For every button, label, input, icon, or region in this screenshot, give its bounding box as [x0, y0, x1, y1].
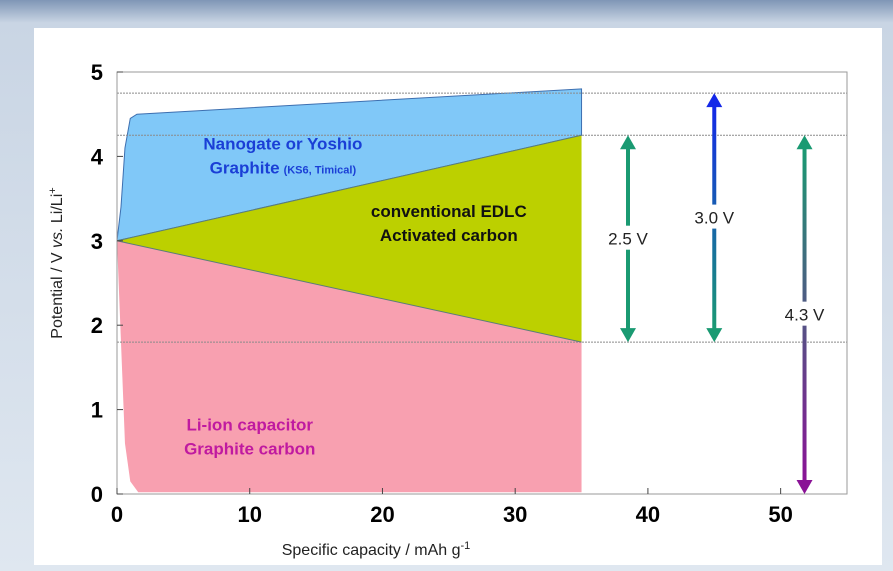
voltage-arrow-1: 3.0 V — [690, 93, 739, 343]
y-tick-label-5: 5 — [91, 60, 103, 85]
voltage-label: 2.5 V — [608, 230, 648, 249]
arrow-head-up — [620, 135, 636, 150]
region-label-0: Nanogate or Yoshio Graphite (KS6, Timical) — [203, 135, 362, 178]
voltage-label-bg — [690, 204, 739, 229]
arrow-head-up — [706, 93, 723, 108]
y-axis-label: Potential / V vs. Li/Li+ — [47, 187, 66, 338]
region-label-line: Li-ion capacitor — [186, 416, 313, 435]
x-tick-label-1: 10 — [237, 502, 261, 527]
x-axis-label-text: Specific capacity / mAh g — [282, 542, 461, 559]
voltage-arrow-2: 4.3 V — [780, 135, 829, 494]
y-tick-label-0: 0 — [91, 482, 103, 507]
region-label-line: Graphite — [210, 159, 280, 178]
voltage-label: 3.0 V — [694, 209, 734, 228]
y-axis-label-pre: Potential / V — [49, 248, 66, 339]
y-tick-label-4: 4 — [91, 144, 104, 169]
region-label-line: conventional EDLC — [371, 202, 527, 221]
y-tick-label-2: 2 — [91, 313, 103, 338]
y-tick-label-3: 3 — [91, 229, 103, 254]
region-label-line: Nanogate or Yoshio — [203, 135, 362, 154]
region-2 — [117, 240, 582, 493]
region-0 — [116, 88, 583, 242]
y-axis-label-vs: vs. — [49, 228, 66, 248]
y-axis-label-post: Li/Li — [49, 194, 66, 228]
voltage-label-bg — [780, 301, 829, 326]
voltage-label-bg — [604, 225, 652, 250]
chart-frame: 0 10 20 30 40 50 0 1 2 3 4 5 2.5 V 3.0 V 4.3 V Nanoga… — [34, 28, 882, 565]
x-axis-label: Specific capacity / mAh g-1 — [282, 540, 471, 559]
y-tick-label-1: 1 — [91, 398, 103, 423]
region-label-2: Li-ion capacitor Graphite carbon — [184, 416, 315, 459]
potential-capacity-chart: 0 10 20 30 40 50 0 1 2 3 4 5 2.5 V 3.0 V 4.3 V Nanoga… — [47, 60, 848, 559]
voltage-label: 4.3 V — [785, 306, 825, 325]
x-tick-label-4: 40 — [636, 502, 660, 527]
arrow-head-up — [796, 135, 813, 150]
x-axis-label-sup: -1 — [460, 540, 470, 552]
region-boundary-1 — [116, 240, 582, 343]
x-tick-label-3: 30 — [503, 502, 527, 527]
region-label-line: Graphite carbon — [184, 440, 315, 459]
arrow-head-down — [706, 328, 723, 343]
voltage-arrow-0: 2.5 V — [604, 135, 652, 343]
x-tick-label-0: 0 — [111, 502, 123, 527]
arrow-head-down — [620, 328, 636, 343]
x-tick-label-2: 20 — [370, 502, 394, 527]
region-1 — [117, 135, 582, 343]
region-label-line: Activated carbon — [380, 226, 518, 245]
region-label-suffix: (KS6, Timical) — [284, 165, 357, 177]
region-label-1: conventional EDLC Activated carbon — [371, 202, 527, 245]
x-tick-label-5: 50 — [768, 502, 792, 527]
region-boundary-0 — [116, 134, 582, 242]
y-axis-label-sup: + — [47, 187, 59, 193]
arrow-head-down — [796, 480, 813, 494]
plot-border — [116, 71, 848, 495]
